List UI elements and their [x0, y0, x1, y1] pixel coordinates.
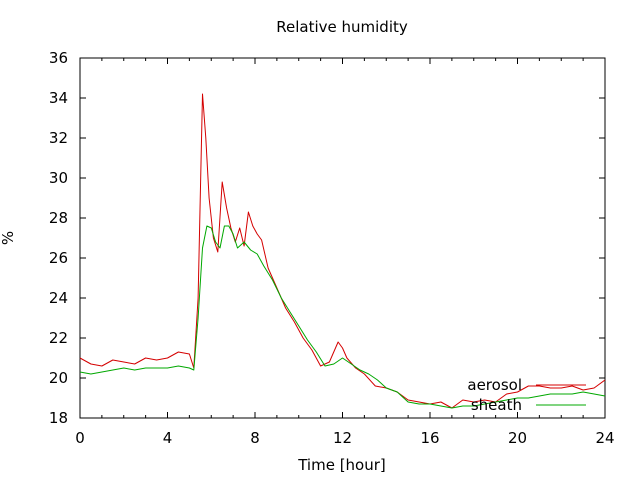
- legend-label-sheath: sheath: [471, 396, 522, 414]
- chart-title: Relative humidity: [276, 18, 408, 36]
- x-tick-label-1: 4: [163, 429, 173, 447]
- y-tick-label-6: 30: [49, 169, 68, 187]
- y-tick-label-5: 28: [49, 209, 68, 227]
- y-tick-label-8: 34: [49, 89, 68, 107]
- y-tick-label-9: 36: [49, 49, 68, 67]
- plot-frame: [79, 57, 606, 419]
- y-tick-label-7: 32: [49, 129, 68, 147]
- series-layer: [79, 93, 606, 409]
- y-axis-label: %: [0, 231, 17, 245]
- x-tick-label-0: 0: [75, 429, 85, 447]
- y-tick-label-4: 26: [49, 249, 68, 267]
- legend-label-aerosol: aerosol: [467, 376, 522, 394]
- axis-ticks: 18 20 22 24 26 28 30 32 34 36 0 4 8 12 16 20 24: [49, 49, 615, 447]
- y-tick-label-2: 22: [49, 329, 68, 347]
- x-tick-label-3: 12: [333, 429, 352, 447]
- y-tick-label-0: 18: [49, 409, 68, 427]
- legend: aerosol sheath: [467, 376, 586, 414]
- y-tick-label-3: 24: [49, 289, 68, 307]
- x-tick-label-6: 24: [595, 429, 614, 447]
- x-tick-label-2: 8: [250, 429, 260, 447]
- series-line-sheath: [79, 225, 606, 409]
- y-tick-label-1: 20: [49, 369, 68, 387]
- x-tick-label-4: 16: [420, 429, 439, 447]
- x-axis-label: Time [hour]: [297, 456, 386, 474]
- x-tick-label-5: 20: [508, 429, 527, 447]
- series-line-aerosol: [79, 93, 606, 409]
